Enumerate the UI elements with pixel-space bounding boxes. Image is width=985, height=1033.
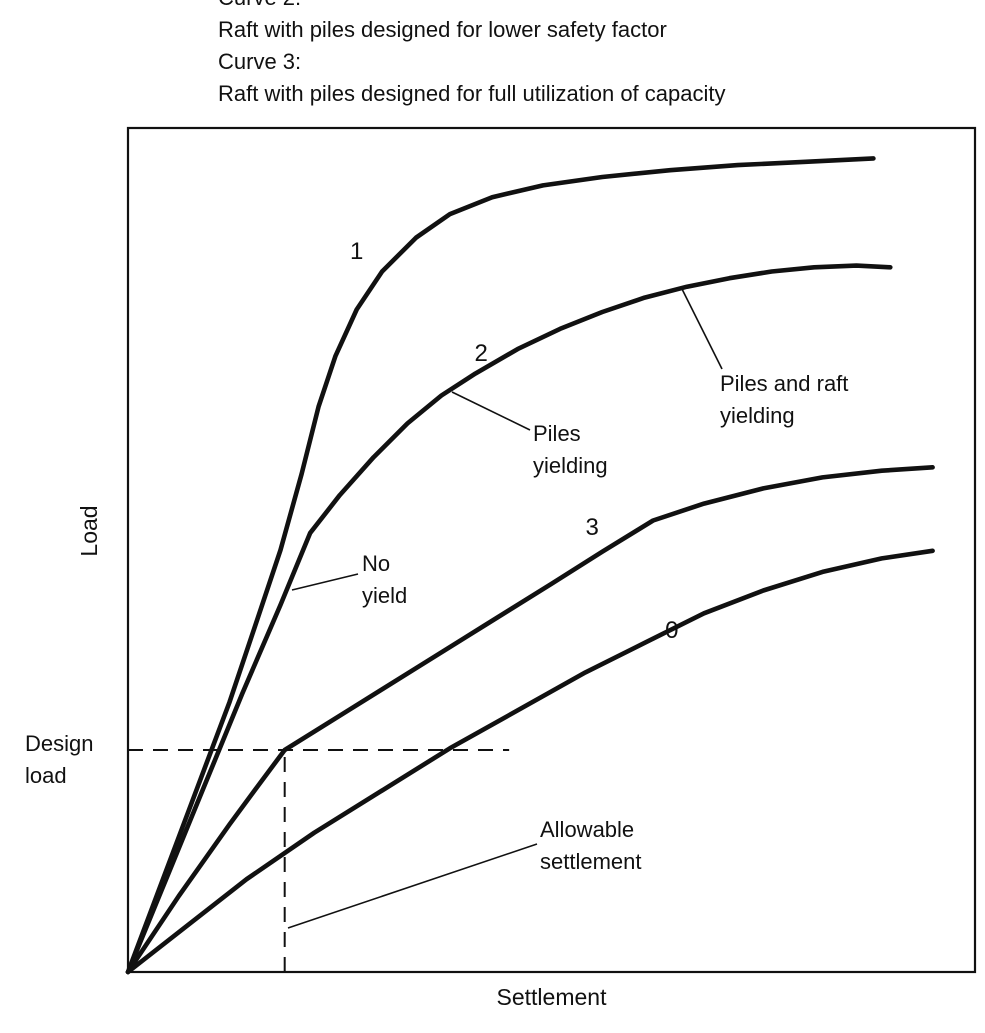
- annotation-line: yield: [362, 583, 408, 608]
- caption-line-curve3: Curve 3:: [218, 49, 302, 74]
- curve-label-1: 1: [350, 238, 363, 265]
- figure-caption: Curve 2: Raft with piles designed for lo…: [218, 0, 725, 110]
- caption-line-curve2: Curve 2:: [218, 0, 725, 14]
- annotation-line: Piles: [533, 421, 581, 446]
- x-axis-label: Settlement: [496, 984, 607, 1010]
- curve-label-3: 3: [586, 514, 599, 541]
- annotation-design-load: Design load: [25, 728, 93, 792]
- leader-piles-and-raft-yielding: [680, 286, 723, 370]
- annotation-no-yield: No yield: [362, 548, 407, 612]
- y-axis-label: Load: [76, 505, 102, 557]
- leader-allowable-settlement: [287, 843, 538, 929]
- leader-piles-yielding: [451, 391, 531, 431]
- annotation-line: load: [25, 763, 67, 788]
- annotation-line: Allowable: [540, 817, 635, 842]
- annotation-line: yielding: [720, 403, 795, 428]
- caption-line-curve2-desc: Raft with piles designed for lower safet…: [218, 17, 667, 42]
- annotation-line: yielding: [533, 453, 608, 478]
- curve-0: [125, 548, 935, 975]
- annotation-piles-yielding: Piles yielding: [533, 418, 608, 482]
- curve-1: [125, 156, 876, 975]
- annotation-leader-lines: [287, 286, 723, 929]
- curve-2: [125, 263, 893, 975]
- annotation-line: Piles and raft: [720, 371, 849, 396]
- curve-label-0: 0: [665, 617, 678, 644]
- plot-border: [126, 126, 977, 974]
- annotation-piles-and-raft-yielding: Piles and raft yielding: [720, 368, 848, 432]
- annotation-line: No: [362, 551, 391, 576]
- curve-3: [125, 464, 935, 975]
- leader-no-yield: [291, 573, 359, 591]
- annotation-line: settlement: [540, 849, 642, 874]
- annotation-line: Design: [25, 731, 94, 756]
- annotation-allowable-settlement: Allowable settlement: [540, 814, 642, 878]
- curves-layer: 1 2 3 0: [125, 156, 935, 975]
- curve-label-2: 2: [475, 340, 488, 367]
- caption-line-curve3-desc: Raft with piles designed for full utiliz…: [218, 81, 726, 106]
